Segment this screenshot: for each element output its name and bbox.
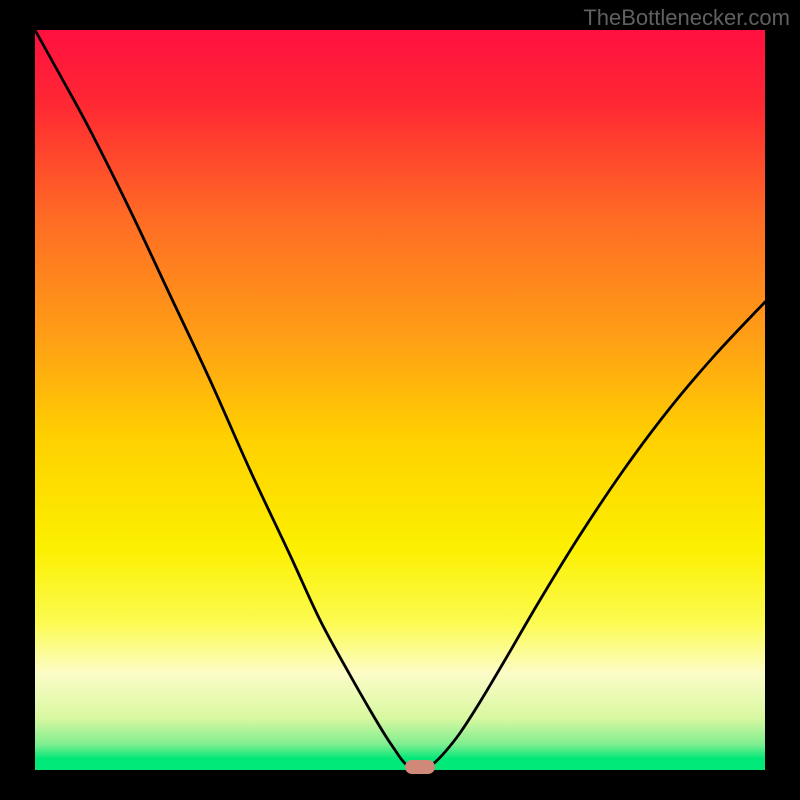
optimal-point-marker bbox=[405, 760, 435, 774]
watermark-text: TheBottlenecker.com bbox=[583, 5, 790, 31]
plot-background bbox=[35, 30, 765, 770]
bottleneck-chart bbox=[0, 0, 800, 800]
chart-container: TheBottlenecker.com bbox=[0, 0, 800, 800]
